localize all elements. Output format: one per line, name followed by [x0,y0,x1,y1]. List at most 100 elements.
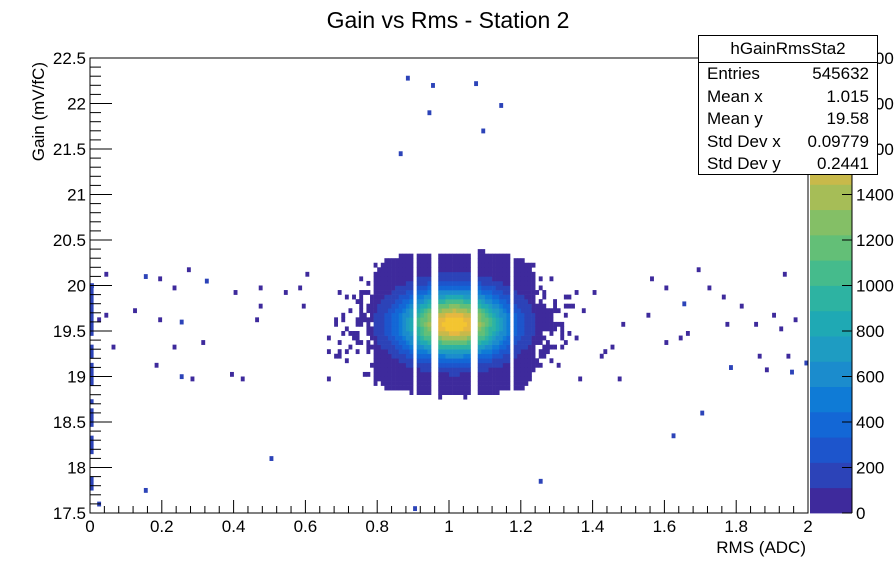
heatmap-cell [405,253,410,259]
heatmap-cell [416,344,421,350]
heatmap-cell [409,258,414,264]
heatmap-cell [650,276,654,282]
heatmap-cell [527,362,532,368]
heatmap-cell [384,262,389,268]
heatmap-cell [488,321,493,327]
heatmap-cell [420,321,425,327]
heatmap-cell [387,321,392,327]
heatmap-cell [524,340,529,345]
heatmap-cell [384,312,389,318]
heatmap-cell [377,276,382,282]
heatmap-cell [301,303,306,309]
heatmap-cell [438,358,443,364]
heatmap-cell [449,326,453,332]
heatmap-cell [463,299,468,304]
heatmap-cell [506,362,511,368]
heatmap-cell [438,394,443,400]
heatmap-cell [513,312,518,318]
heatmap-cell [427,335,432,341]
stats-row-label: Mean y [707,109,763,129]
heatmap-cell [441,280,446,286]
heatmap-cell [524,367,529,373]
heatmap-cell [477,303,482,309]
heatmap-cell [441,308,446,314]
heatmap-cell [395,280,400,286]
heatmap-cell [456,312,461,318]
heatmap-cell [402,358,407,364]
heatmap-cell [398,353,403,359]
heatmap-cell [380,262,385,268]
heatmap-cell [488,276,493,282]
heatmap-cell [384,331,389,336]
heatmap-cell [398,276,403,282]
heatmap-cell [517,326,522,332]
heatmap-cell [488,362,493,368]
heatmap-cell [445,308,450,314]
heatmap-cell [395,335,400,341]
heatmap-cell [499,308,504,314]
heatmap-cell [405,321,410,327]
heatmap-cell [517,335,522,341]
heatmap-cell [402,267,407,273]
heatmap-cell [481,321,486,327]
heatmap-cell [459,267,464,273]
heatmap-cell [391,290,396,295]
heatmap-cell [423,285,428,291]
heatmap-cell [445,376,450,382]
heatmap-cell [387,326,392,332]
heatmap-cell [423,385,428,391]
heatmap-cell [520,362,525,368]
heatmap-cell [398,321,403,327]
color-scale-label: 200 [856,459,884,478]
heatmap-cell [395,299,400,304]
heatmap-cell [499,331,504,336]
heatmap-cell [395,344,400,350]
heatmap-cell [495,371,500,377]
heatmap-cell [377,299,382,304]
heatmap-cell [445,258,450,264]
heatmap-cell [499,258,504,264]
heatmap-cell [499,299,504,304]
heatmap-cell [513,271,518,277]
heatmap-cell [441,258,446,264]
heatmap-cell [527,267,532,273]
heatmap-cell [466,353,471,359]
heatmap-cell [405,290,410,295]
heatmap-cell [456,267,461,273]
y-tick-label: 21.5 [53,140,86,159]
heatmap-cell [380,367,385,373]
heatmap-cell [466,317,471,323]
heatmap-cell [402,321,407,327]
heatmap-cell [502,299,507,304]
heatmap-cell [527,371,532,377]
heatmap-cell [355,321,360,327]
heatmap-cell [513,321,518,327]
heatmap-cell [502,331,507,336]
heatmap-cell [563,303,568,309]
heatmap-cell [499,321,504,327]
heatmap-cell [621,321,626,327]
heatmap-cell [445,371,450,377]
heatmap-cell [409,326,414,332]
heatmap-cell [420,349,425,355]
heatmap-cell [391,276,396,282]
heatmap-cell [506,367,511,373]
heatmap-outlier [179,319,184,325]
heatmap-cell [502,317,507,323]
heatmap-cell [527,376,532,382]
heatmap-cell [463,335,468,341]
heatmap-cell [405,331,410,336]
heatmap-cell [391,267,396,273]
heatmap-cell [387,285,392,291]
heatmap-cell [366,290,371,295]
heatmap-cell [531,353,536,359]
heatmap-cell [463,321,468,327]
heatmap-cell [531,312,536,318]
heatmap-cell [402,280,407,286]
heatmap-cell [463,290,468,295]
heatmap-cell [535,312,540,318]
heatmap-cell [459,353,464,359]
heatmap-cell [481,340,486,345]
heatmap-cell [441,331,446,336]
heatmap-cell [405,276,410,282]
